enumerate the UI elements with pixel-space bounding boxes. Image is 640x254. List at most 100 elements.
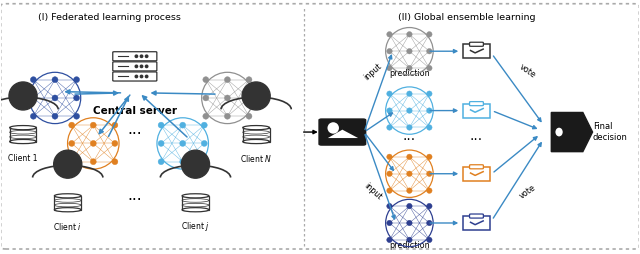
Text: prediction: prediction — [389, 69, 429, 78]
Ellipse shape — [31, 77, 36, 83]
Ellipse shape — [10, 125, 36, 130]
Ellipse shape — [406, 91, 412, 97]
Ellipse shape — [54, 150, 82, 178]
FancyBboxPatch shape — [113, 62, 157, 71]
Ellipse shape — [68, 140, 75, 146]
Ellipse shape — [246, 77, 252, 83]
Ellipse shape — [427, 125, 432, 130]
Ellipse shape — [225, 95, 230, 101]
Ellipse shape — [181, 150, 209, 178]
Ellipse shape — [180, 140, 186, 146]
FancyBboxPatch shape — [113, 72, 157, 81]
Ellipse shape — [406, 154, 412, 160]
FancyBboxPatch shape — [463, 167, 490, 181]
Text: Central server: Central server — [93, 106, 177, 116]
Ellipse shape — [328, 122, 339, 134]
Ellipse shape — [427, 171, 432, 177]
Ellipse shape — [427, 91, 432, 97]
Ellipse shape — [225, 77, 230, 83]
Bar — [182, 196, 209, 210]
Ellipse shape — [134, 65, 138, 68]
Ellipse shape — [427, 31, 432, 37]
Ellipse shape — [225, 113, 230, 119]
Bar — [10, 128, 36, 141]
FancyBboxPatch shape — [1, 4, 639, 249]
Ellipse shape — [203, 113, 209, 119]
Ellipse shape — [406, 65, 412, 71]
Text: ···: ··· — [127, 127, 142, 142]
Text: ···: ··· — [403, 133, 416, 147]
Ellipse shape — [406, 171, 412, 177]
Text: Final
decision: Final decision — [593, 122, 628, 142]
Ellipse shape — [90, 122, 96, 128]
Ellipse shape — [145, 65, 148, 68]
Ellipse shape — [74, 77, 79, 83]
Ellipse shape — [134, 75, 138, 78]
Ellipse shape — [145, 75, 148, 78]
Ellipse shape — [10, 139, 36, 144]
Text: vote: vote — [518, 183, 538, 200]
Ellipse shape — [52, 77, 58, 83]
FancyBboxPatch shape — [113, 52, 157, 61]
FancyBboxPatch shape — [463, 104, 490, 118]
Text: input: input — [362, 61, 383, 82]
Ellipse shape — [90, 159, 96, 165]
Ellipse shape — [140, 75, 143, 78]
Text: (I) Federated learning process: (I) Federated learning process — [38, 13, 180, 22]
Ellipse shape — [246, 95, 252, 101]
FancyBboxPatch shape — [470, 102, 483, 106]
Ellipse shape — [406, 237, 412, 243]
Ellipse shape — [387, 220, 392, 226]
Text: prediction: prediction — [389, 241, 429, 250]
Ellipse shape — [387, 203, 392, 209]
Ellipse shape — [406, 125, 412, 130]
Ellipse shape — [158, 140, 164, 146]
Ellipse shape — [406, 220, 412, 226]
Ellipse shape — [387, 31, 392, 37]
Text: Client $j$: Client $j$ — [181, 220, 210, 233]
Ellipse shape — [406, 188, 412, 193]
Ellipse shape — [54, 208, 81, 212]
Text: Client 1: Client 1 — [8, 154, 38, 163]
Ellipse shape — [387, 49, 392, 54]
Ellipse shape — [68, 159, 75, 165]
Bar — [54, 196, 81, 210]
Ellipse shape — [158, 122, 164, 128]
Ellipse shape — [158, 159, 164, 165]
Ellipse shape — [387, 65, 392, 71]
Ellipse shape — [427, 65, 432, 71]
Ellipse shape — [140, 54, 143, 58]
Text: Client $i$: Client $i$ — [54, 221, 82, 232]
Ellipse shape — [427, 237, 432, 243]
FancyBboxPatch shape — [319, 119, 365, 145]
Ellipse shape — [556, 128, 563, 136]
Ellipse shape — [90, 140, 96, 146]
Ellipse shape — [112, 159, 118, 165]
Ellipse shape — [202, 159, 207, 165]
Ellipse shape — [387, 171, 392, 177]
Ellipse shape — [246, 113, 252, 119]
Ellipse shape — [74, 95, 79, 101]
Ellipse shape — [406, 31, 412, 37]
Ellipse shape — [202, 140, 207, 146]
Ellipse shape — [427, 49, 432, 54]
Ellipse shape — [242, 82, 270, 110]
Ellipse shape — [387, 237, 392, 243]
Text: ···: ··· — [127, 193, 142, 208]
Ellipse shape — [427, 220, 432, 226]
Ellipse shape — [180, 122, 186, 128]
Text: (II) Global ensemble learning: (II) Global ensemble learning — [398, 13, 536, 22]
Ellipse shape — [9, 82, 37, 110]
Ellipse shape — [406, 108, 412, 113]
Ellipse shape — [68, 122, 75, 128]
Ellipse shape — [243, 125, 269, 130]
Ellipse shape — [243, 139, 269, 144]
Ellipse shape — [427, 203, 432, 209]
Text: Client $N$: Client $N$ — [240, 153, 272, 164]
Ellipse shape — [427, 154, 432, 160]
FancyBboxPatch shape — [470, 165, 483, 169]
FancyBboxPatch shape — [470, 214, 483, 218]
Ellipse shape — [112, 122, 118, 128]
Ellipse shape — [74, 113, 79, 119]
Text: ···: ··· — [470, 133, 483, 147]
